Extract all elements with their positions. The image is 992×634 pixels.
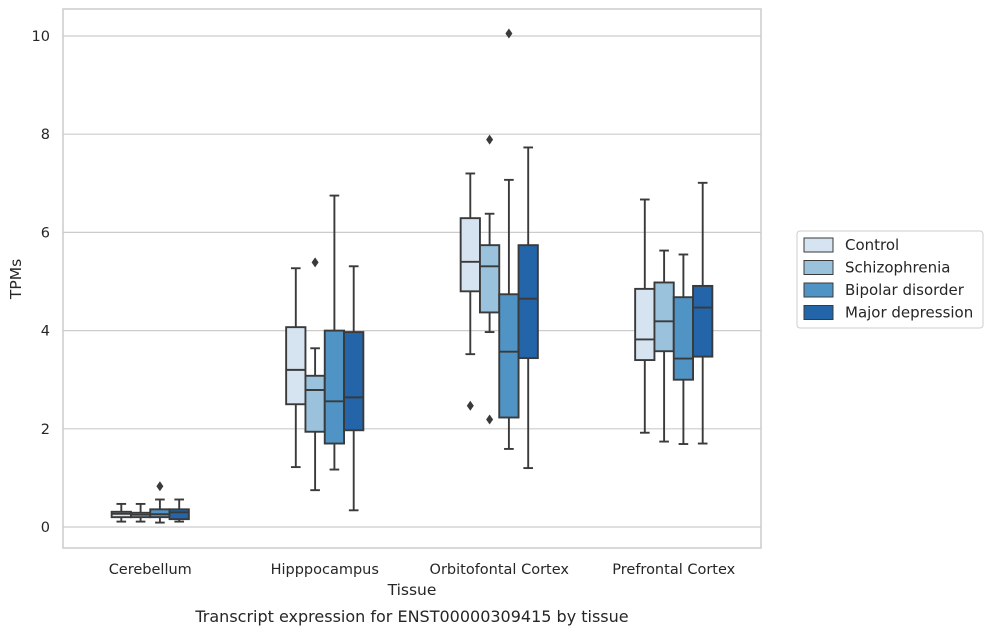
legend-label: Control — [845, 236, 899, 254]
outlier-point — [486, 414, 494, 425]
box — [653, 281, 675, 353]
y-tick-label: 4 — [41, 324, 50, 340]
legend-swatch — [803, 305, 834, 320]
legend-label: Bipolar disorder — [845, 281, 965, 299]
box — [304, 374, 326, 433]
box — [285, 326, 307, 406]
box — [459, 217, 481, 293]
legend-label: Schizophrenia — [845, 259, 950, 277]
legend-swatch — [803, 237, 834, 253]
box-group — [459, 28, 539, 470]
chart-caption: Transcript expression for ENST0000030941… — [194, 607, 628, 626]
box — [168, 508, 190, 521]
box — [672, 296, 694, 381]
box — [692, 284, 714, 358]
box — [149, 508, 171, 519]
x-tick-label: Hipppocampus — [271, 562, 379, 578]
x-tick-label: Prefrontal Cortex — [612, 562, 735, 578]
outlier-point — [486, 134, 494, 145]
box — [323, 329, 345, 445]
y-axis-ticks: 0 2 4 6 8 10 — [32, 29, 50, 536]
legend: Control Schizophrenia Bipolar disorder Majo… — [796, 230, 984, 329]
legend-swatch — [803, 282, 834, 298]
x-tick-label: Orbitofontal Cortex — [430, 562, 570, 578]
box-group — [110, 481, 190, 524]
legend-frame — [796, 230, 984, 329]
y-tick-label: 0 — [41, 520, 50, 536]
box-group — [634, 181, 714, 445]
box-groups — [110, 28, 714, 524]
legend-label: Major depression — [845, 304, 973, 322]
x-tick-label: Cerebellum — [109, 562, 192, 578]
gridlines — [63, 35, 761, 528]
y-tick-label: 10 — [32, 29, 50, 45]
y-axis-label: TPMs — [7, 259, 25, 300]
box — [517, 244, 539, 360]
outlier-point — [156, 481, 164, 492]
box — [343, 331, 365, 432]
y-tick-label: 8 — [41, 127, 50, 143]
x-axis-ticks: Cerebellum Hipppocampus Orbitofontal Corte… — [109, 562, 736, 578]
y-tick-label: 2 — [41, 422, 50, 438]
x-axis-label: Tissue — [387, 581, 437, 599]
box — [479, 244, 501, 314]
plot-area — [63, 9, 761, 548]
box — [498, 293, 520, 419]
box-group — [285, 194, 365, 512]
legend-swatch — [803, 260, 834, 275]
y-tick-label: 6 — [41, 225, 50, 241]
outlier-point — [505, 28, 513, 39]
plot-frame — [62, 8, 762, 549]
box — [634, 287, 656, 362]
outlier-point — [311, 257, 319, 268]
outlier-point — [466, 400, 474, 411]
